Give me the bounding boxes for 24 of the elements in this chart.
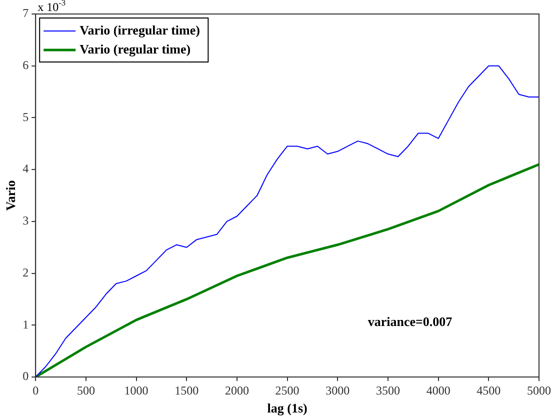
x-tick-label: 500 bbox=[76, 383, 95, 398]
x-tick-label: 3500 bbox=[376, 383, 400, 398]
x-tick-label: 1500 bbox=[174, 383, 199, 398]
y-tick-label: 0 bbox=[22, 369, 29, 384]
y-axis-title: Vario bbox=[3, 180, 18, 211]
x-tick-label: 4000 bbox=[426, 383, 450, 398]
x-tick-label: 4500 bbox=[476, 383, 501, 398]
y-tick-label: 7 bbox=[22, 6, 29, 20]
x-axis-title: lag (1s) bbox=[267, 400, 308, 416]
x-tick-label: 3000 bbox=[326, 383, 350, 398]
legend-label: Vario (regular time) bbox=[80, 41, 191, 56]
x-tick-label: 2000 bbox=[224, 383, 249, 398]
x-tick-label: 0 bbox=[32, 383, 39, 398]
legend-label: Vario (irregular time) bbox=[80, 22, 200, 38]
y-tick-label: 2 bbox=[22, 265, 29, 280]
y-tick-label: 1 bbox=[22, 317, 29, 332]
x-tick-label: 5000 bbox=[527, 383, 551, 398]
y-tick-label: 4 bbox=[22, 162, 29, 176]
annotation: variance=0.007 bbox=[368, 314, 453, 330]
y-tick-label: 5 bbox=[22, 110, 29, 124]
x-tick-label: 2500 bbox=[275, 383, 300, 398]
y-tick-label: 6 bbox=[22, 58, 29, 72]
y-tick-label: 3 bbox=[22, 214, 29, 228]
x-tick-label: 1000 bbox=[124, 383, 148, 398]
